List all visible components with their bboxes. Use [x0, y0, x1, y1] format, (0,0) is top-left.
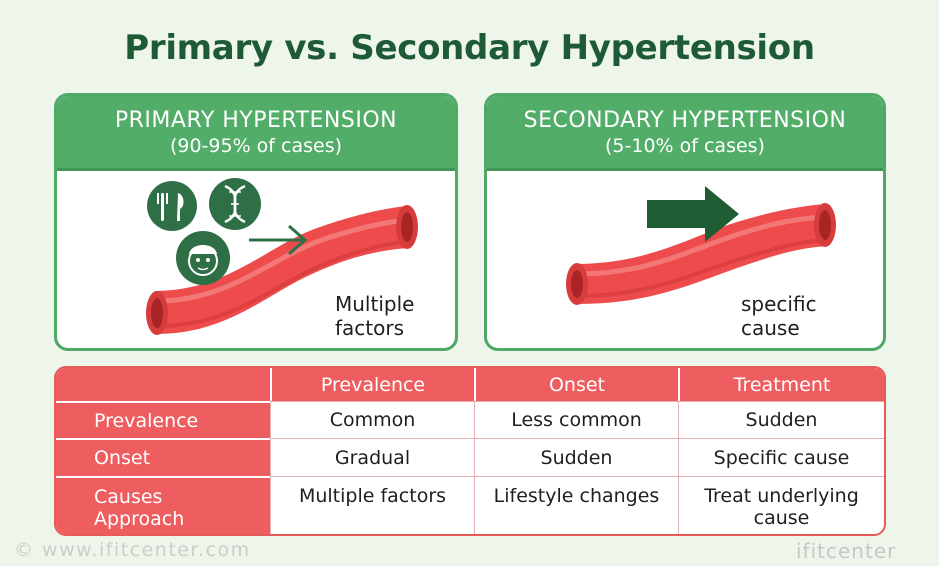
table-cell: Sudden [678, 401, 884, 438]
row-label-text: Approach [94, 508, 185, 530]
table-row-label: Onset [56, 438, 270, 476]
table-cell: Lifestyle changes [474, 476, 678, 534]
table-row-label: Prevalence [56, 401, 270, 438]
cell-text: Sudden [745, 409, 818, 431]
cell-text: Lifestyle changes [493, 485, 660, 507]
footer-brand: ifitcenter [796, 539, 897, 563]
cell-text: Specific cause [713, 446, 850, 469]
secondary-subheading: (5-10% of cases) [605, 135, 765, 157]
primary-card: PRIMARY HYPERTENSION (90-95% of cases) [54, 93, 458, 351]
copyright-icon: © [14, 539, 35, 561]
secondary-illustration [566, 186, 836, 305]
secondary-card-header: SECONDARY HYPERTENSION (5-10% of cases) [487, 96, 883, 171]
table-header-prevalence: Prevalence [270, 368, 474, 401]
secondary-heading: SECONDARY HYPERTENSION [523, 108, 847, 133]
primary-caption-line2: factors [335, 316, 405, 340]
fork-knife-icon [147, 181, 197, 231]
secondary-caption-line2: cause [741, 316, 800, 340]
table-cell: Common [270, 401, 474, 438]
blood-vessel [566, 203, 836, 305]
table-row-label: Causes Approach [56, 476, 270, 534]
cell-text: Gradual [334, 446, 411, 469]
cell-text: Treat underlying [704, 485, 859, 507]
table-header-corner [56, 368, 270, 401]
table-header-treatment: Treatment [678, 368, 884, 401]
primary-subheading: (90-95% of cases) [169, 135, 343, 157]
row-label-text: Causes [94, 486, 163, 508]
cell-text: Sudden [540, 446, 613, 469]
table-cell: Multiple factors [270, 476, 474, 534]
secondary-card: SECONDARY HYPERTENSION (5-10% of cases) … [484, 93, 886, 351]
arrow-right-icon [249, 224, 308, 256]
elderly-face-icon [176, 231, 230, 285]
cell-text: Less common [511, 409, 642, 431]
dna-icon [209, 178, 261, 230]
table-cell: Less common [474, 401, 678, 438]
footer-url: © www.ifitcenter.com [14, 539, 251, 561]
table-cell: Sudden [474, 438, 678, 476]
table-cell: Specific cause [678, 438, 884, 476]
primary-caption-line1: Multiple [335, 292, 415, 316]
cell-text: Multiple factors [298, 485, 447, 507]
cell-text: cause [753, 507, 810, 529]
comparison-table: Prevalence Onset Treatment Prevalence Co… [54, 366, 886, 536]
secondary-caption-line1: specific [741, 292, 817, 316]
row-label-text: Prevalence [94, 409, 199, 432]
primary-illustration [146, 178, 418, 335]
cell-text: Common [329, 409, 416, 431]
table-header-onset: Onset [474, 368, 678, 401]
arrow-right-icon [647, 186, 739, 242]
primary-card-header: PRIMARY HYPERTENSION (90-95% of cases) [57, 96, 455, 171]
footer-url-text: www.ifitcenter.com [42, 539, 251, 561]
primary-heading: PRIMARY HYPERTENSION [114, 108, 398, 133]
row-label-text: Onset [94, 447, 151, 469]
blood-vessel [146, 205, 418, 335]
table-cell: Gradual [270, 438, 474, 476]
page-title: Primary vs. Secondary Hypertension [124, 28, 815, 68]
table-cell: Treat underlying cause [678, 476, 884, 534]
